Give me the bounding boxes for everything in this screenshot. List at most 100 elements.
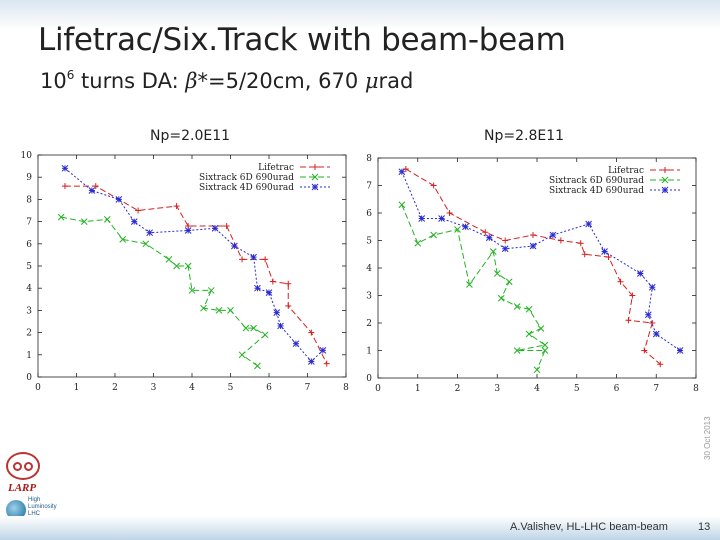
chart-1-y-tick-label: 3 — [26, 306, 32, 316]
chart-2-series-sixtrack-4d-point — [585, 220, 593, 228]
chart-2-x-tick-label: 0 — [375, 384, 381, 394]
chart-2-series-lifetrac-point — [502, 237, 509, 244]
chart-1-series-sixtrack-6d-point — [254, 362, 261, 370]
chart-2-y-tick-label: 4 — [366, 264, 372, 274]
subtitle-exponent: 6 — [66, 68, 75, 82]
chart-2-x-tick-label: 6 — [614, 384, 620, 394]
chart-1-series-sixtrack-6d-point — [242, 324, 250, 332]
chart-2-series-sixtrack-4d-point — [418, 215, 426, 222]
chart-2-series-sixtrack-4d-point — [636, 270, 644, 277]
chart-2-series-lifetrac-point — [629, 292, 636, 299]
chart-1-series-sixtrack-4d-point — [61, 164, 69, 172]
chart-1-series-sixtrack-6d-point — [227, 307, 234, 314]
mu-symbol: μ — [364, 69, 379, 93]
chart-1-series-lifetrac-point — [223, 223, 230, 230]
chart-1-series-sixtrack-4d-point — [88, 187, 96, 194]
chart-1-y-tick-label: 4 — [26, 284, 32, 294]
chart-1-y-tick-label: 2 — [26, 329, 32, 339]
chart-1-series-sixtrack-4d-point — [254, 284, 261, 292]
chart-2-series-sixtrack-6d-point — [541, 347, 549, 354]
chart-1-series-sixtrack-4d-point — [277, 322, 284, 330]
chart-2-series-sixtrack-6d-point — [489, 248, 497, 255]
chart-2-series-lifetrac-point — [530, 232, 537, 238]
chart-2-plot-frame — [377, 157, 697, 379]
chart-2-series-sixtrack-4d-point — [676, 347, 684, 354]
chart-1-series-sixtrack-6d-point — [80, 218, 88, 225]
chart-2-series-lifetrac-point — [482, 229, 489, 236]
chart-2-y-tick-label: 6 — [366, 209, 372, 219]
chart-2-legend-sixtrack-6d-label: Sixtrack 6D 690urad — [549, 176, 644, 186]
chart-1-series-sixtrack-4d-point — [230, 242, 238, 250]
chart-2-legend-sixtrack-4d-label: Sixtrack 4D 690urad — [549, 186, 644, 196]
chart-1-y-tick-label: 0 — [26, 373, 32, 383]
chart-2-series-sixtrack-6d-point — [505, 278, 513, 286]
chart-2-series-sixtrack-6d-point — [414, 239, 422, 247]
chart-1-series-lifetrac-point — [239, 256, 246, 263]
chart-2-series-sixtrack-6d-point — [533, 366, 541, 374]
chart-2-series-sixtrack-4d-point — [485, 234, 493, 242]
chart-2-series-lifetrac-point — [402, 166, 409, 172]
chart-1-series-lifetrac-point — [262, 256, 269, 263]
chart-2-series-lifetrac-point — [617, 278, 624, 285]
chart-2-series-sixtrack-4d-point — [398, 168, 406, 176]
chart-2-series-sixtrack-6d-point — [430, 231, 438, 239]
chart-1-series-sixtrack-6d-point — [142, 240, 150, 248]
chart-1-series-lifetrac-point — [92, 183, 99, 190]
chart-2-legend-sixtrack-4d-marker — [661, 186, 669, 194]
chart-1-series-sixtrack-6d-point — [173, 262, 180, 270]
chart-1-x-tick-label: 7 — [305, 383, 311, 393]
chart-2-x-tick-label: 3 — [494, 384, 500, 394]
chart-2-x-tick-label: 2 — [455, 384, 461, 394]
chart-1-legend-lifetrac-marker — [312, 164, 318, 170]
subtitle-base: 10 — [40, 69, 67, 93]
lhc-logo-ring-right — [24, 461, 33, 471]
chart-2-series-sixtrack-6d-point — [525, 330, 533, 338]
chart-1-x-tick-label: 4 — [189, 383, 195, 393]
chart-2-x-tick-label: 5 — [574, 384, 580, 394]
chart-1-series-lifetrac-point — [285, 302, 292, 309]
hl-lhc-logo-text: High Luminosity LHC — [28, 497, 57, 517]
chart-1-y-tick-label: 9 — [26, 173, 32, 183]
chart-2-series-lifetrac-point — [625, 317, 632, 324]
chart-1-series-sixtrack-6d-point — [200, 304, 207, 312]
chart-1-y-tick-label: 10 — [21, 151, 33, 161]
chart-1-series-sixtrack-6d-line — [61, 216, 267, 367]
chart-1-series-lifetrac-point — [173, 203, 180, 210]
chart-1-y-tick-label: 8 — [26, 195, 32, 205]
chart-1-title: Np=2.0E11 — [150, 128, 231, 144]
chart-1-series-sixtrack-6d-point — [250, 324, 257, 332]
chart-1-y-tick-label: 5 — [26, 262, 32, 272]
chart-2-series-sixtrack-4d-point — [601, 248, 608, 255]
chart-2-series-sixtrack-4d-point — [644, 311, 652, 319]
slide-subtitle: 106 turns DA: β*=5/20cm, 670 μrad — [40, 68, 413, 93]
chart-2-series-sixtrack-4d-point — [648, 283, 656, 291]
subtitle-unit: rad — [378, 69, 414, 93]
chart-2-series-sixtrack-4d-point — [529, 242, 537, 250]
chart-2-series-lifetrac-point — [446, 210, 453, 216]
chart-1-series-sixtrack-6d-point — [103, 216, 111, 223]
chart-1-legend-sixtrack-4d-label: Sixtrack 4D 690urad — [199, 183, 294, 193]
chart-2-x-tick-label: 7 — [653, 384, 659, 394]
chart-2-x-tick-label: 8 — [693, 384, 699, 394]
chart-2-series-lifetrac-point — [605, 254, 612, 260]
chart-1-series-sixtrack-6d-point — [184, 262, 192, 270]
chart-2-series-sixtrack-6d-point — [525, 305, 533, 313]
chart-1-series-lifetrac-point — [269, 278, 276, 285]
chart-2-series-sixtrack-4d-point — [549, 231, 557, 239]
footer-author: A.Valishev, HL-LHC beam-beam — [510, 521, 668, 533]
chart-1-x-tick-label: 8 — [343, 383, 349, 393]
chart-1-series-sixtrack-6d-point — [188, 287, 196, 294]
chart-2-series-sixtrack-6d-point — [493, 270, 501, 277]
chart-2-series-lifetrac-point — [557, 237, 564, 244]
chart-1-series-sixtrack-4d-point — [250, 253, 257, 261]
chart-2-y-tick-label: 1 — [366, 347, 372, 357]
chart-1-x-tick-label: 2 — [112, 383, 118, 393]
chart-1-series-sixtrack-4d-point — [146, 229, 154, 237]
chart-2-y-tick-label: 5 — [366, 237, 372, 247]
chart-1-series-sixtrack-6d-point — [207, 287, 215, 294]
chart-2-series-sixtrack-6d-point — [541, 341, 549, 349]
chart-2-legend-sixtrack-6d-marker — [661, 176, 669, 184]
chart-1-series-sixtrack-6d-point — [57, 213, 65, 221]
chart-1-series-sixtrack-6d-point — [165, 255, 173, 263]
chart-1-legend-sixtrack-6d-label: Sixtrack 6D 690urad — [199, 173, 294, 183]
